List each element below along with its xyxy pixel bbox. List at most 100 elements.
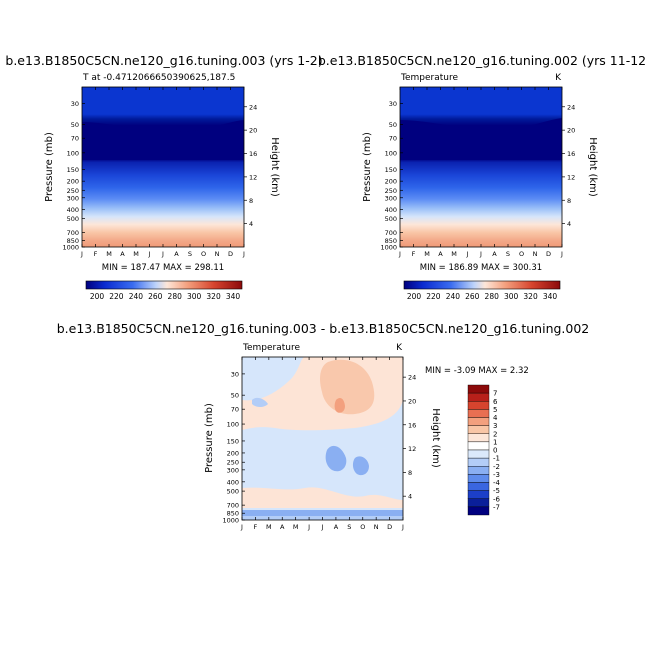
y-tick-label: 100 (67, 149, 79, 157)
x-tick-label: M (266, 523, 272, 531)
y-tick-label: 70 (389, 135, 397, 143)
colorbar-swatch (467, 409, 490, 418)
y2-tick-label: 20 (249, 127, 257, 135)
x-tick-label: N (533, 250, 538, 258)
panel-3-cold-spot-1 (252, 397, 268, 407)
panel-3-cold-left (242, 357, 263, 375)
y-tick-label: 150 (67, 166, 79, 174)
colorbar-label: 300 (187, 292, 202, 301)
x-tick-label: O (519, 250, 524, 258)
y-tick-label: 30 (71, 100, 79, 108)
y2-tick-label: 16 (408, 421, 416, 429)
panel-2-colorbar (403, 280, 561, 290)
y-tick-label: 400 (67, 206, 79, 214)
y-tick-label: 70 (71, 135, 79, 143)
y-tick-label: 50 (389, 121, 397, 129)
y-tick-label: 500 (67, 215, 79, 223)
colorbar-swatch (467, 417, 490, 426)
panel-2-tropopause (400, 156, 562, 160)
colorbar-swatch (467, 433, 490, 443)
colorbar-label: 0 (493, 447, 497, 455)
y-tick-label: 50 (231, 392, 239, 400)
y2-tick-label: 20 (567, 127, 575, 135)
y2-tick-label: 8 (249, 197, 253, 205)
colorbar-label: -7 (493, 503, 500, 511)
panel-1-ylabel: Pressure (mb) (44, 132, 55, 202)
x-tick-label: S (347, 523, 351, 531)
y2-tick-label: 4 (567, 220, 571, 228)
y-tick-label: 250 (385, 187, 397, 195)
panel-3-title: b.e13.B1850C5CN.ne120_g16.tuning.003 - b… (57, 321, 590, 336)
colorbar-swatch (467, 392, 490, 402)
panel-2-ylabel: Pressure (mb) (362, 132, 373, 202)
y2-tick-label: 24 (567, 103, 575, 111)
panel-3-units: K (396, 343, 403, 353)
colorbar-label: 240 (129, 292, 144, 301)
colorbar-label: 7 (493, 390, 497, 398)
y-tick-label: 850 (385, 237, 397, 245)
panel-3-subtitle: Temperature (242, 343, 300, 353)
x-tick-label: M (106, 250, 112, 258)
x-tick-label: M (451, 250, 457, 258)
y-tick-label: 300 (227, 466, 239, 474)
x-tick-label: J (479, 250, 482, 258)
colorbar-label: 4 (493, 414, 498, 422)
panel-2-field (400, 87, 562, 247)
colorbar-label: 280 (485, 292, 500, 301)
y-tick-label: 1000 (62, 244, 79, 252)
panel-3-warm-core (320, 359, 375, 415)
panel-2-stats: MIN = 186.89 MAX = 300.31 (420, 263, 542, 273)
y2-tick-label: 12 (408, 445, 416, 453)
panel-difference: b.e13.B1850C5CN.ne120_g16.tuning.003 - b… (57, 321, 590, 531)
y2-tick-label: 16 (249, 150, 257, 158)
panel-3-warm-lower-band (242, 487, 403, 508)
y-tick-label: 200 (67, 178, 79, 186)
x-tick-label: J (148, 250, 151, 258)
x-tick-label: J (398, 250, 401, 258)
x-tick-label: M (424, 250, 430, 258)
y-tick-label: 70 (231, 406, 239, 414)
panel-3-stats: MIN = -3.09 MAX = 2.32 (425, 366, 529, 376)
x-tick-label: J (307, 523, 310, 531)
x-tick-label: S (188, 250, 192, 258)
y2-tick-label: 4 (249, 220, 253, 228)
colorbar-label: 200 (90, 292, 105, 301)
y-tick-label: 300 (385, 194, 397, 202)
colorbar-label: 3 (493, 422, 497, 430)
colorbar-label: 6 (493, 398, 498, 406)
colorbar-label: 200 (407, 292, 422, 301)
panel-1-stats: MIN = 187.47 MAX = 298.11 (102, 263, 224, 273)
x-tick-label: J (240, 523, 243, 531)
panel-2-title: b.e13.B1850C5CN.ne120_g16.tuning.002 (yr… (318, 53, 646, 68)
x-tick-label: O (201, 250, 206, 258)
y-tick-label: 250 (227, 459, 239, 467)
colorbar-swatch (467, 401, 490, 410)
panel-2-subtitle: Temperature (400, 73, 458, 83)
colorbar-swatch (467, 384, 490, 394)
panel-1-tropopause (82, 156, 244, 160)
x-tick-label: M (293, 523, 299, 531)
x-tick-label: A (174, 250, 179, 258)
x-tick-label: D (546, 250, 551, 258)
colorbar-label: -3 (493, 471, 500, 479)
x-tick-label: S (506, 250, 510, 258)
y-tick-label: 850 (227, 510, 239, 518)
x-tick-label: A (280, 523, 285, 531)
colorbar-swatch (467, 457, 490, 467)
colorbar-label: 340 (226, 292, 241, 301)
colorbar-label: 280 (168, 292, 183, 301)
panel-1-subtitle: T at -0.4712066650390625,187.5 (82, 73, 235, 83)
y2-tick-label: 8 (408, 469, 412, 477)
panel-model-003: b.e13.B1850C5CN.ne120_g16.tuning.003 (yr… (5, 53, 322, 301)
colorbar-swatch (467, 474, 490, 483)
x-tick-label: J (80, 250, 83, 258)
colorbar-label: 5 (493, 406, 497, 414)
x-tick-label: F (254, 523, 258, 531)
x-tick-label: F (412, 250, 416, 258)
panel-2-stratosphere-wave (400, 118, 562, 158)
x-tick-label: F (94, 250, 98, 258)
